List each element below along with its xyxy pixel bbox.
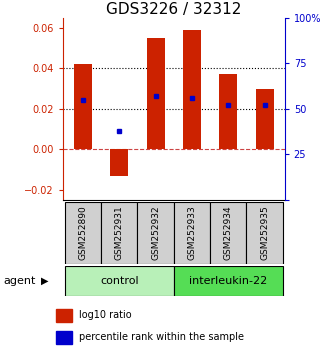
Text: GSM252931: GSM252931 <box>115 205 124 260</box>
Bar <box>174 202 210 264</box>
Title: GDS3226 / 32312: GDS3226 / 32312 <box>106 1 241 17</box>
Bar <box>101 202 137 264</box>
Text: control: control <box>100 275 139 286</box>
Bar <box>219 74 237 149</box>
Text: interleukin-22: interleukin-22 <box>189 275 267 286</box>
Bar <box>56 331 72 343</box>
Bar <box>147 38 165 149</box>
Text: log10 ratio: log10 ratio <box>79 310 132 320</box>
Bar <box>183 30 201 149</box>
Bar <box>174 266 283 296</box>
Text: GSM252934: GSM252934 <box>224 205 233 260</box>
Bar <box>256 88 274 149</box>
Text: percentile rank within the sample: percentile rank within the sample <box>79 332 244 342</box>
Text: GSM252890: GSM252890 <box>78 205 87 260</box>
Bar <box>210 202 247 264</box>
Text: agent: agent <box>3 275 36 286</box>
Text: GSM252933: GSM252933 <box>187 205 197 260</box>
Text: GSM252935: GSM252935 <box>260 205 269 260</box>
Bar <box>56 309 72 322</box>
Bar <box>247 202 283 264</box>
Bar <box>74 64 92 149</box>
Text: GSM252932: GSM252932 <box>151 205 160 260</box>
Bar <box>137 202 174 264</box>
Bar <box>65 266 174 296</box>
Text: ▶: ▶ <box>41 275 48 286</box>
Bar <box>110 149 128 176</box>
Bar <box>65 202 101 264</box>
